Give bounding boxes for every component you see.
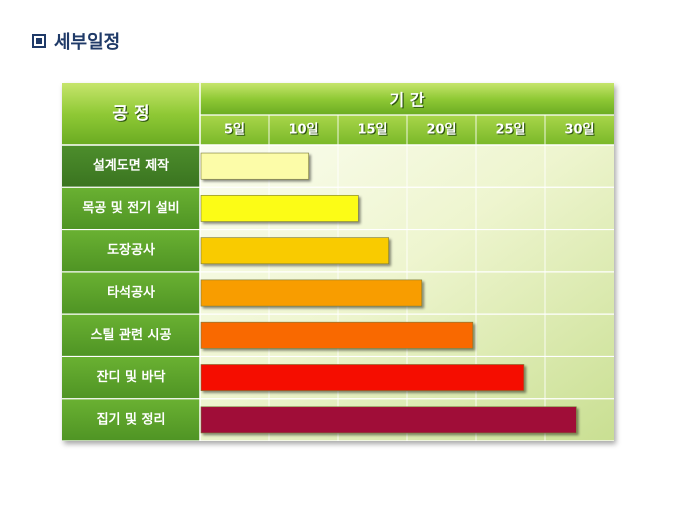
duration-bar: [200, 279, 423, 307]
category-cell: [62, 314, 200, 357]
process-header-cell: [62, 83, 200, 145]
x-tick-label: 30일: [564, 123, 594, 138]
process-header-label-shadow: 공 정: [114, 105, 151, 125]
x-tick-label: 5일: [224, 123, 245, 138]
square-bullet-icon: [32, 34, 46, 48]
category-cell: [62, 398, 200, 441]
duration-bar: [200, 406, 577, 434]
category-label: 집기 및 정리: [97, 411, 166, 427]
duration-bar: [200, 237, 389, 265]
category-cell: [62, 356, 200, 399]
category-cell: [62, 229, 200, 272]
category-cell: [62, 271, 200, 315]
period-header-cell: [200, 83, 614, 115]
category-label: 잔디 및 바닥: [97, 369, 166, 385]
x-tick-label-shadow: 10일: [290, 124, 320, 139]
duration-bar: [200, 152, 309, 180]
period-header-label-group: 기 간기 간: [389, 91, 425, 111]
period-header-label-shadow: 기 간: [391, 92, 426, 111]
category-label: 타석공사: [107, 285, 155, 301]
x-tick-label: 10일: [288, 123, 318, 138]
process-header-label: 공 정: [112, 104, 149, 124]
category-label: 설계도면 제작: [93, 158, 169, 174]
category-label: 도장공사: [107, 242, 155, 258]
duration-bar: [200, 321, 474, 349]
slide-title: 세부일정: [32, 28, 120, 54]
x-tick-label-shadow: 25일: [497, 124, 527, 139]
x-tick-label-shadow: 15일: [359, 124, 389, 139]
x-tick-label-shadow: 5일: [225, 124, 246, 139]
page-title: 세부일정: [54, 32, 121, 53]
x-tick-label-shadow: 30일: [566, 124, 596, 139]
x-tick-label: 20일: [426, 123, 456, 138]
duration-bar: [200, 364, 525, 391]
period-header-label: 기 간: [389, 91, 424, 110]
x-tick-label: 25일: [495, 123, 525, 138]
category-label: 목공 및 전기 설비: [82, 200, 179, 216]
duration-bar: [200, 195, 359, 222]
category-cell: [62, 145, 200, 188]
category-cell: [62, 187, 200, 230]
category-label: 스틸 관련 시공: [91, 327, 172, 343]
process-header-label-group: 공 정공 정: [112, 104, 150, 125]
x-tick-label: 15일: [357, 123, 387, 138]
x-tick-label-shadow: 20일: [428, 124, 458, 139]
